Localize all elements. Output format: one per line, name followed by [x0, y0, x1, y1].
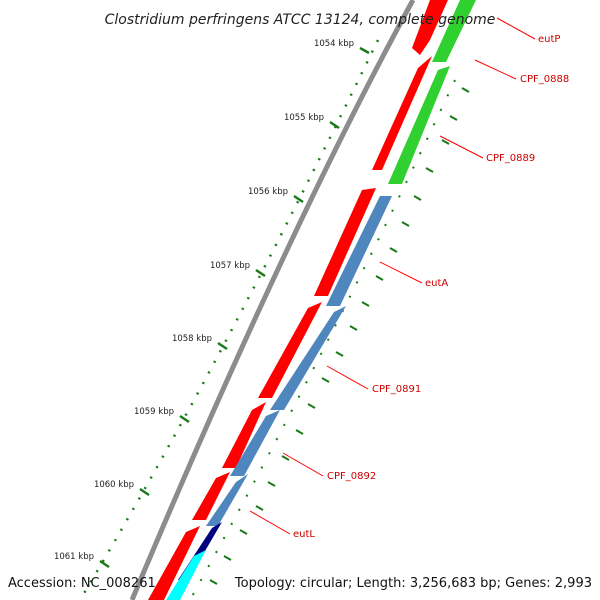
gene-label-cpf-0892: CPF_0892	[327, 471, 376, 482]
inner-tick-dash-9	[361, 301, 370, 307]
accession-text: Accession: NC_008261	[8, 576, 156, 591]
tick-mark-2	[329, 120, 340, 130]
inner-tick-dash-4	[425, 167, 434, 173]
tick-label-2: 1055 kbp	[284, 113, 324, 123]
inner-tick-dash-7	[389, 247, 398, 253]
cds-reverse-blue-3	[230, 410, 280, 476]
cds-forward-red-7	[148, 526, 200, 600]
cds-reverse-blue-1	[326, 196, 392, 306]
tick-label-1: 1054 kbp	[314, 39, 354, 49]
tick-label-6: 1059 kbp	[134, 407, 174, 417]
inner-tick-dash-13	[307, 403, 316, 409]
gene-label-leader-3	[439, 135, 484, 159]
inner-tick-dash-1	[461, 87, 470, 93]
genome-summary-text: Topology: circular; Length: 3,256,683 bp…	[234, 576, 592, 591]
genome-backbone-arc	[129, 0, 416, 600]
inner-tick-dash-8	[375, 275, 384, 281]
tick-label-3: 1056 kbp	[248, 187, 288, 197]
cds-forward-red-2	[372, 56, 432, 170]
inner-tick-dash-14	[295, 429, 304, 435]
gene-features-layer	[148, 0, 476, 600]
inner-tick-dash-2	[449, 115, 458, 121]
inner-tick-dash-20	[209, 579, 218, 585]
cds-reverse-green-2	[388, 66, 450, 184]
cds-reverse-cyan	[166, 550, 206, 600]
cds-forward-red-6	[192, 472, 230, 520]
inner-tick-dash-11	[335, 351, 344, 357]
inner-tick-dash-5	[413, 195, 422, 201]
gene-label-leader-6	[282, 452, 324, 477]
gene-label-eutp: eutP	[538, 34, 560, 45]
gene-label-euta: eutA	[425, 278, 448, 289]
tick-label-5: 1058 kbp	[172, 334, 212, 344]
cds-forward-red-1	[412, 0, 448, 55]
cds-forward-red-5	[222, 402, 266, 468]
gene-labels-layer: eutP CPF_0888 CPF_0889 eutA CPF_0891 CPF_0892…	[249, 17, 569, 540]
tick-mark-7	[139, 487, 150, 497]
tick-mark-5	[217, 341, 228, 351]
gene-label-leader-4	[379, 261, 423, 284]
tick-mark-6	[179, 414, 190, 424]
gene-label-leader-7	[249, 510, 291, 535]
tick-label-8: 1061 kbp	[54, 552, 94, 562]
tick-mark-8	[99, 559, 110, 569]
gene-label-leader-5	[326, 365, 369, 390]
gene-label-leader-1	[496, 17, 536, 40]
inner-tick-dash-10	[349, 325, 358, 331]
cds-reverse-green-1	[432, 0, 476, 62]
inner-tick-dash-15	[281, 455, 290, 461]
inner-tick-dash-6	[401, 221, 410, 227]
inner-tick-guide-dotted-arc	[189, 79, 456, 600]
tick-label-7: 1060 kbp	[94, 480, 134, 490]
inner-tick-dash-19	[223, 555, 232, 561]
inner-tick-dash-18	[239, 529, 248, 535]
gene-label-eutl: eutL	[293, 529, 315, 540]
tick-mark-4	[255, 268, 266, 278]
gene-label-cpf-0889: CPF_0889	[486, 153, 535, 164]
tick-marks-layer: 1054 kbp 1055 kbp 1056 kbp 1057 kbp 1058 kbp…	[54, 39, 470, 585]
cds-forward-red-4	[258, 302, 322, 398]
inner-tick-dash-3	[441, 139, 450, 145]
cds-reverse-blue-4	[206, 474, 248, 526]
gene-label-leader-2	[474, 59, 517, 80]
cds-forward-red-3	[314, 188, 376, 296]
tick-label-4: 1057 kbp	[210, 261, 250, 271]
gene-label-cpf-0888: CPF_0888	[520, 74, 569, 85]
inner-tick-dash-16	[267, 481, 276, 487]
inner-tick-dash-17	[255, 505, 264, 511]
inner-tick-dash-12	[321, 377, 330, 383]
gene-label-cpf-0891: CPF_0891	[372, 384, 421, 395]
tick-mark-3	[293, 194, 304, 204]
tick-mark-1	[359, 46, 370, 55]
cds-reverse-blue-2	[270, 306, 346, 410]
map-title: Clostridium perfringens ATCC 13124, comp…	[105, 12, 496, 28]
